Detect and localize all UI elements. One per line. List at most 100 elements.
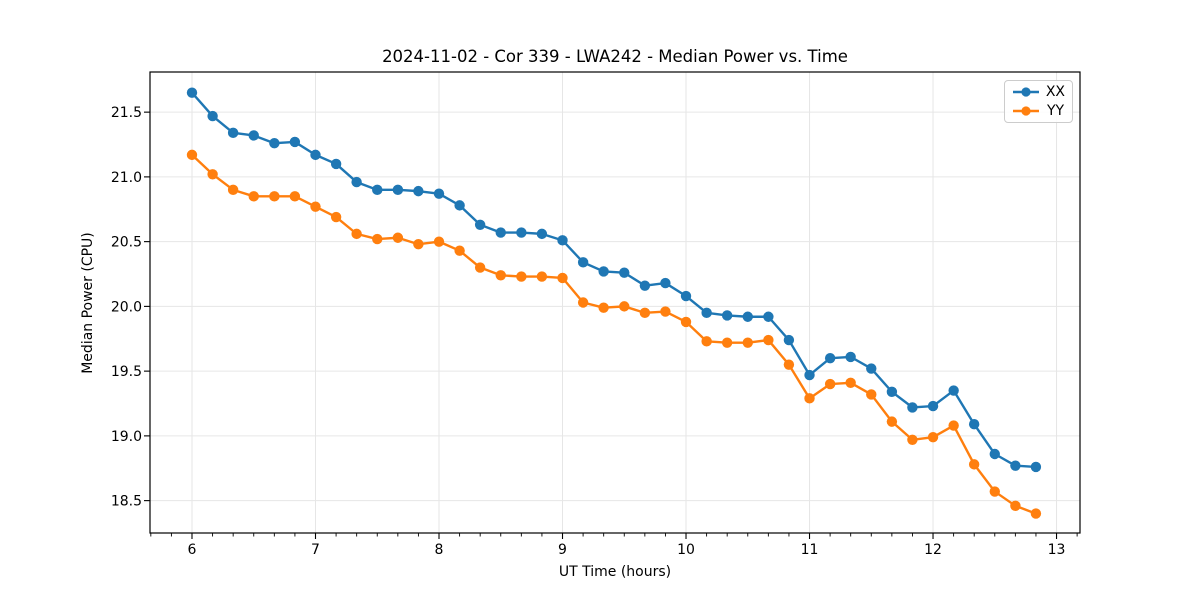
legend-item-yy: YY [1012,104,1065,118]
data-point-xx [495,227,506,238]
x-tick-label: 6 [188,542,197,558]
y-axis-label: Median Power (CPU) [80,232,96,374]
data-point-xx [186,87,198,98]
x-tick-label: 9 [558,542,567,558]
data-point-yy [680,316,692,328]
data-point-yy [886,416,898,427]
data-point-yy [557,272,568,284]
data-point-xx [948,385,959,396]
data-point-xx [927,400,939,412]
data-point-yy [845,377,856,388]
data-point-xx [721,310,733,321]
data-point-yy [907,434,918,445]
data-point-yy [701,336,712,347]
data-point-yy [927,431,939,443]
data-point-xx [660,277,671,289]
data-point-xx [845,351,856,363]
data-point-yy [310,201,321,212]
data-point-xx [968,419,980,430]
data-point-xx [516,227,527,238]
x-tick-label: 12 [924,542,942,558]
data-point-yy [804,393,815,404]
data-point-xx [989,448,1000,460]
data-point-xx [907,402,918,413]
data-point-xx [824,352,836,364]
y-tick-label: 18.5 [111,494,142,510]
data-point-yy [372,233,383,245]
data-point-xx [886,386,898,398]
data-point-xx [454,200,465,211]
data-point-yy [269,191,280,202]
data-point-yy [948,420,959,431]
data-point-yy [207,169,218,180]
legend-swatch-xx [1013,87,1039,97]
data-point-xx [577,257,589,268]
data-point-xx [536,228,548,240]
x-tick-label: 11 [801,542,819,558]
data-point-yy [742,337,753,348]
data-point-xx [639,280,651,291]
data-point-yy [474,262,486,273]
data-point-xx [207,110,218,122]
plot-border [149,71,1081,534]
data-point-xx [701,307,712,319]
data-point-yy [598,302,609,313]
legend-marker [1021,106,1031,116]
data-point-xx [330,158,342,170]
data-point-yy [1010,500,1021,512]
legend: XX YY [1004,80,1073,123]
y-tick-label: 20.0 [111,299,142,315]
legend-marker [1021,87,1031,97]
legend-item-xx: XX [1012,85,1065,99]
data-point-yy [495,270,506,281]
data-point-yy [289,191,301,202]
data-point-xx [783,334,795,346]
data-point-xx [866,363,877,374]
data-point-xx [1030,461,1042,473]
x-tick-label: 13 [1048,542,1066,558]
y-tick-label: 19.5 [111,364,142,380]
y-tick-label: 21.5 [111,105,142,121]
data-point-yy [454,245,465,256]
data-point-xx [804,369,815,381]
data-point-yy [619,301,630,312]
y-tick-label: 19.0 [111,429,142,445]
data-point-xx [680,290,692,302]
data-point-xx [413,185,424,197]
data-point-xx [1010,460,1021,471]
data-point-yy [330,211,342,223]
data-point-yy [721,337,733,348]
data-point-yy [660,306,671,317]
data-point-xx [474,219,486,231]
data-point-yy [248,191,259,202]
x-tick-label: 10 [677,542,695,558]
data-point-yy [351,228,362,240]
data-point-xx [557,235,568,246]
data-point-yy [824,378,836,390]
data-point-xx [598,266,609,277]
x-axis-label: UT Time (hours) [558,564,672,580]
x-tick-label: 7 [311,542,320,558]
y-tick-label: 21.0 [111,170,142,186]
data-point-yy [866,389,877,400]
data-point-yy [433,236,445,247]
data-point-xx [763,311,774,322]
data-point-yy [536,271,548,282]
legend-swatch-yy [1013,106,1039,116]
data-point-yy [968,459,980,470]
data-point-yy [783,359,795,370]
data-point-yy [989,486,1000,497]
y-tick-label: 20.5 [111,235,142,251]
data-point-yy [227,184,239,196]
data-point-xx [433,188,445,199]
data-point-xx [372,184,383,196]
data-point-yy [186,149,198,161]
legend-label: XX [1045,84,1065,101]
data-point-yy [577,297,589,308]
data-point-xx [351,176,362,188]
data-point-xx [392,184,404,196]
data-point-yy [1030,508,1042,519]
legend-label: YY [1047,102,1065,119]
